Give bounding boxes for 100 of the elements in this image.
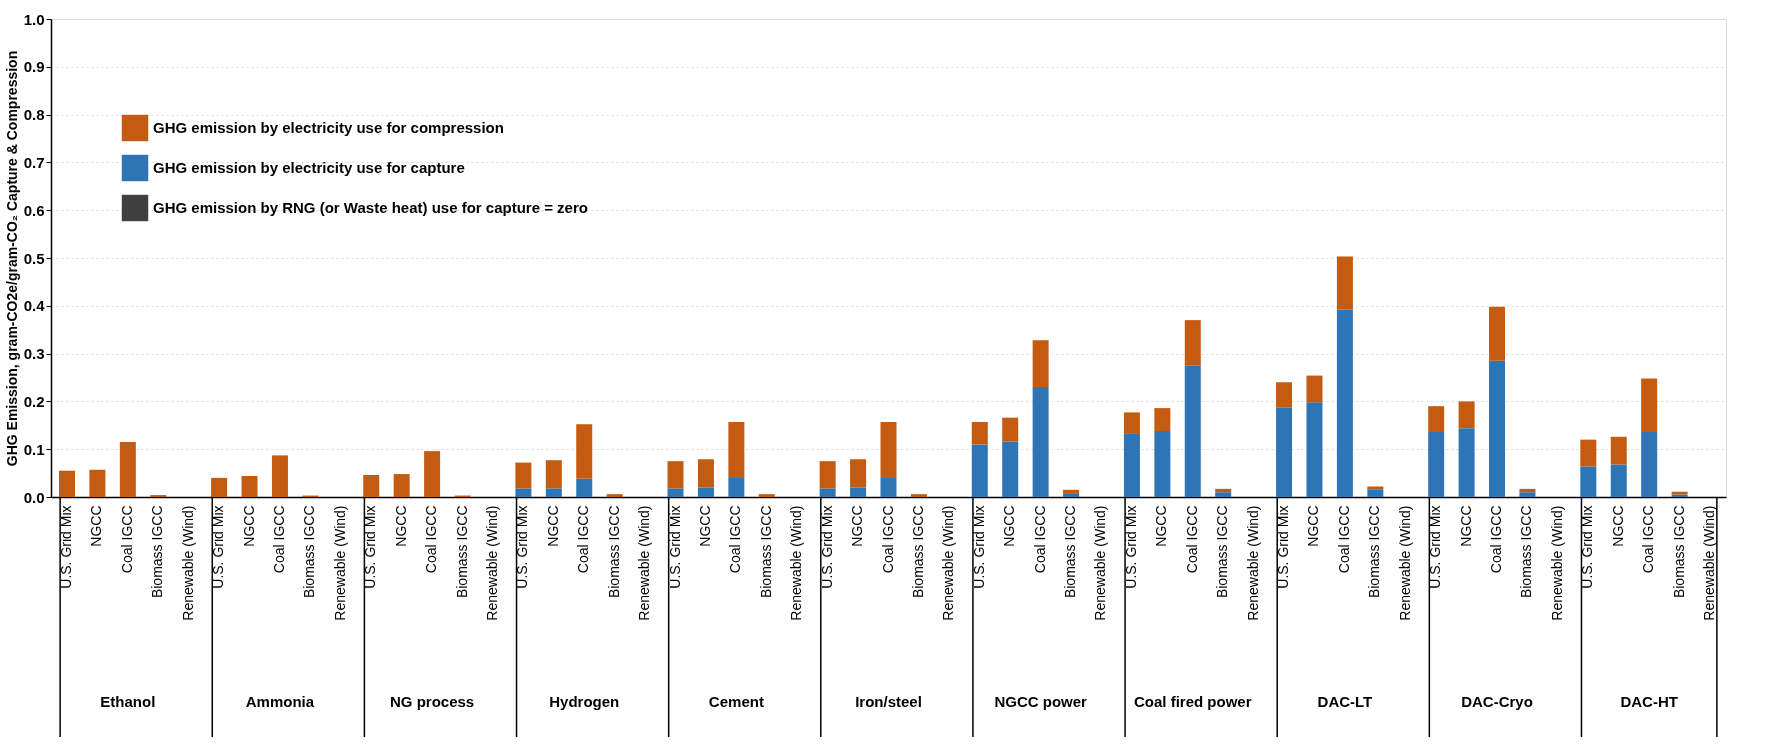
- x-tick-label: Coal IGCC: [1335, 505, 1352, 574]
- legend-label: GHG emission by electricity use for compression: [153, 119, 504, 136]
- bar: [424, 451, 441, 497]
- text: NGCC power: [994, 693, 1088, 710]
- bar: [1276, 382, 1293, 408]
- y-tick-label: 0.0: [23, 488, 45, 506]
- bar: [1458, 428, 1475, 497]
- x-tick-label: NGCC: [240, 505, 257, 547]
- y-tick-label: 0.5: [23, 249, 45, 267]
- x-tick-label: Biomass IGCC: [757, 505, 774, 599]
- x-tick-label: U.S. Grid Mix: [818, 505, 835, 589]
- bar: [576, 424, 593, 479]
- bar: [515, 488, 532, 497]
- y-tick-label: 0.2: [23, 392, 45, 410]
- bar: [667, 461, 684, 489]
- bar: [1123, 412, 1140, 434]
- x-tick-label: Biomass IGCC: [453, 505, 470, 599]
- bar: [1032, 340, 1049, 388]
- bar: [1002, 441, 1019, 497]
- bar: [1276, 407, 1293, 497]
- bar: [910, 494, 927, 497]
- x-tick-label: Coal IGCC: [423, 505, 440, 574]
- x-tick-label: NGCC: [696, 505, 713, 547]
- bar: [1580, 466, 1597, 497]
- x-tick-label: Coal IGCC: [575, 505, 592, 574]
- x-tick-label: Coal IGCC: [1183, 505, 1200, 574]
- bar: [758, 494, 775, 497]
- x-tick-label: Renewable (Wind): [636, 505, 653, 621]
- x-tick-label: U.S. Grid Mix: [362, 505, 379, 589]
- bar: [1123, 433, 1140, 497]
- bar: [1641, 378, 1658, 432]
- bar: [545, 488, 562, 497]
- bar: [1610, 464, 1627, 497]
- x-tick-label: Coal IGCC: [727, 505, 744, 574]
- x-tick-label: Coal IGCC: [1488, 505, 1505, 574]
- bar: [1032, 387, 1049, 497]
- x-tick-label: NGCC: [1305, 505, 1322, 547]
- bar: [728, 477, 745, 497]
- y-tick-label: 0.8: [23, 106, 45, 124]
- y-tick-label: 0.3: [23, 345, 45, 363]
- x-tick-label: Renewable (Wind): [1548, 505, 1565, 621]
- bar: [971, 444, 988, 497]
- bar: [576, 478, 593, 497]
- bar: [241, 475, 258, 497]
- x-tick-label: Renewable (Wind): [1244, 505, 1261, 621]
- bar: [1306, 402, 1323, 497]
- x-tick-label: Biomass IGCC: [1214, 505, 1231, 599]
- text: Coal fired power: [1134, 693, 1252, 710]
- x-tick-label: NGCC: [1457, 505, 1474, 547]
- x-tick-label: Renewable (Wind): [940, 505, 957, 621]
- text: Ethanol: [100, 693, 156, 710]
- x-tick-label: Renewable (Wind): [1701, 505, 1718, 621]
- bar: [1215, 492, 1232, 497]
- text: Ammonia: [245, 693, 315, 710]
- bar: [880, 477, 897, 497]
- bar: [819, 461, 836, 489]
- bar: [1184, 365, 1201, 497]
- x-tick-label: U.S. Grid Mix: [57, 505, 74, 589]
- x-tick-label: Biomass IGCC: [605, 505, 622, 599]
- x-tick-label: NGCC: [1001, 505, 1018, 547]
- x-tick-label: NGCC: [849, 505, 866, 547]
- x-tick-label: NGCC: [544, 505, 561, 547]
- text: DAC-LT: [1317, 693, 1373, 710]
- bar: [697, 487, 714, 497]
- bar: [1489, 306, 1506, 361]
- x-tick-label: U.S. Grid Mix: [210, 505, 227, 589]
- bar: [606, 494, 623, 497]
- x-tick-label: Coal IGCC: [879, 505, 896, 574]
- x-tick-label: U.S. Grid Mix: [666, 505, 683, 589]
- x-tick-label: Renewable (Wind): [179, 505, 196, 621]
- y-tick-label: 0.9: [23, 58, 45, 76]
- bar: [697, 459, 714, 488]
- x-tick-label: Coal IGCC: [1031, 505, 1048, 574]
- x-tick-label: NGCC: [88, 505, 105, 547]
- x-tick-label: U.S. Grid Mix: [1579, 505, 1596, 589]
- x-tick-label: Biomass IGCC: [909, 505, 926, 599]
- text: NG process: [390, 693, 475, 710]
- bar: [971, 421, 988, 445]
- bar: [119, 442, 136, 497]
- bar: [1458, 401, 1475, 429]
- x-tick-label: U.S. Grid Mix: [970, 505, 987, 589]
- bar: [1641, 431, 1658, 497]
- bar: [363, 475, 380, 497]
- bar: [819, 488, 836, 497]
- bar: [1489, 360, 1506, 497]
- bar: [1063, 493, 1080, 497]
- bar: [1519, 492, 1536, 497]
- bar: [1428, 406, 1445, 432]
- x-tick-label: Biomass IGCC: [301, 505, 318, 599]
- x-tick-label: Renewable (Wind): [331, 505, 348, 621]
- bar: [1306, 375, 1323, 403]
- x-tick-label: Renewable (Wind): [788, 505, 805, 621]
- bar: [850, 487, 867, 497]
- x-tick-label: NGCC: [1609, 505, 1626, 547]
- legend-label: GHG emission by RNG (or Waste heat) use for capture = zero: [153, 199, 588, 216]
- bar: [545, 460, 562, 489]
- bar: [1367, 486, 1384, 490]
- x-tick-label: NGCC: [392, 505, 409, 547]
- y-axis-title: GHG Emission, gram-CO2e/gram-CO₂ Capture & Compression: [3, 50, 20, 467]
- bar: [1336, 309, 1353, 497]
